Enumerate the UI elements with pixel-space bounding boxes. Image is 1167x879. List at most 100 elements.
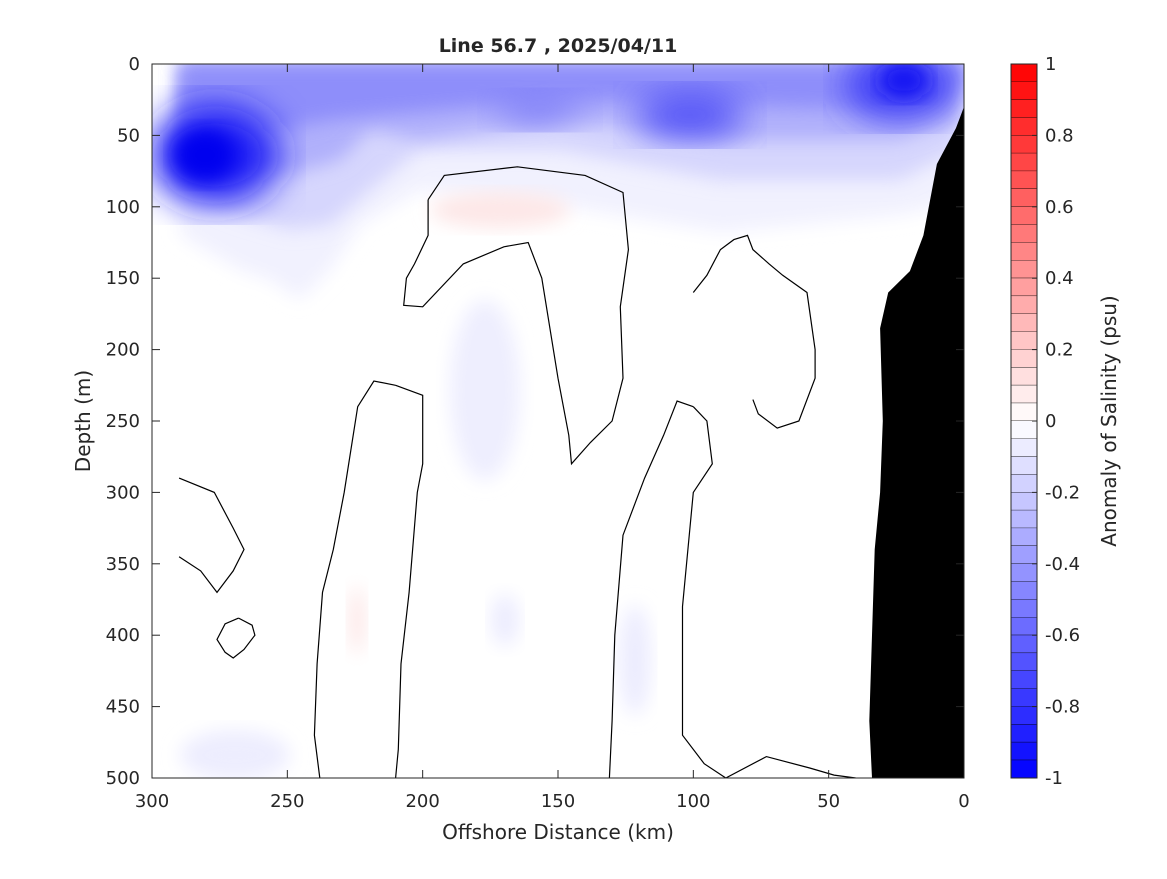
x-tick-label: 250 (270, 791, 304, 812)
zero-contours (178, 166, 856, 778)
colorbar-level (1011, 724, 1037, 743)
colorbar-level (1011, 385, 1037, 404)
colorbar-level (1011, 474, 1037, 493)
colorbar-level (1011, 224, 1037, 243)
colorbar-level (1011, 635, 1037, 654)
colorbar-tick-label: 0.2 (1045, 340, 1074, 361)
x-tick-label: 50 (817, 791, 840, 812)
y-tick-label: 300 (106, 482, 140, 503)
x-tick-label: 100 (676, 791, 710, 812)
colorbar-level (1011, 260, 1037, 279)
colorbar-level (1011, 528, 1037, 547)
colorbar-tick-label: 1 (1045, 54, 1056, 75)
zero-contour-7 (216, 617, 256, 659)
colorbar-label: Anomaly of Salinity (psu) (1097, 295, 1121, 546)
zero-contour-6 (178, 477, 245, 594)
colorbar-level (1011, 135, 1037, 154)
colorbar-level (1011, 296, 1037, 315)
fresh-layer-upper (180, 64, 964, 130)
chart-title: Line 56.7 , 2025/04/11 (439, 35, 678, 57)
zero-contour-0 (403, 166, 630, 466)
colorbar-tick-label: 0.4 (1045, 268, 1074, 289)
zero-contour-4 (608, 400, 694, 778)
x-tick-label: 150 (541, 791, 575, 812)
colorbar-level (1011, 278, 1037, 297)
y-tick-label: 350 (106, 554, 140, 575)
y-tick-label: 450 (106, 697, 140, 718)
y-tick-label: 400 (106, 625, 140, 646)
y-tick-label: 100 (106, 197, 140, 218)
colorbar-level (1011, 760, 1037, 779)
fresh-deep-patch-3 (619, 605, 651, 715)
colorbar-tick-label: 0.8 (1045, 125, 1074, 146)
colorbar-level (1011, 64, 1037, 83)
colorbar-level (1011, 99, 1037, 118)
fresh-core-offshore-inner (175, 129, 235, 181)
y-tick-label: 250 (106, 411, 140, 432)
colorbar-level (1011, 706, 1037, 725)
colorbar-tick-label: -1 (1045, 768, 1063, 789)
colorbar-level (1011, 242, 1037, 261)
salinity-field (152, 64, 964, 778)
colorbar-tick-label: -0.4 (1045, 554, 1080, 575)
colorbar-tick-label: -0.6 (1045, 625, 1080, 646)
fresh-deep-patch-4 (180, 730, 290, 778)
y-axis: 0 50 100 150 200 250 300 350 400 450 500 (106, 54, 964, 789)
fresh-deep-patch-1 (450, 300, 520, 480)
y-tick-label: 50 (117, 125, 140, 146)
zero-contour-2 (313, 380, 396, 778)
fresh-patch-center (495, 94, 585, 126)
colorbar-level (1011, 670, 1037, 690)
fresh-core-nearshore-inner (880, 64, 928, 98)
colorbar-level (1011, 171, 1037, 190)
colorbar-level (1011, 545, 1037, 565)
colorbar-tick-label: -0.2 (1045, 482, 1080, 503)
colorbar-level (1011, 313, 1037, 333)
colorbar-level (1011, 349, 1037, 368)
colorbar-level (1011, 153, 1037, 172)
colorbar-level (1011, 688, 1037, 707)
y-tick-label: 500 (106, 768, 140, 789)
x-tick-label: 300 (135, 791, 169, 812)
x-axis: 300 250 200 150 100 50 0 (135, 64, 970, 812)
salty-lens-deep (349, 586, 365, 654)
colorbar-level (1011, 438, 1037, 458)
y-tick-label: 150 (106, 268, 140, 289)
fresh-deep-patch-2 (491, 594, 519, 646)
colorbar-level (1011, 188, 1037, 208)
x-tick-label: 0 (958, 791, 969, 812)
colorbar: 1 0.8 0.6 0.4 0.2 0 -0.2 -0.4 -0.6 -0.8 -1 (1010, 54, 1080, 789)
zero-contour-3 (681, 406, 856, 778)
salty-lens (430, 192, 570, 228)
colorbar-tick-label: 0.6 (1045, 197, 1074, 218)
colorbar-level (1011, 599, 1037, 618)
land-mask (869, 106, 964, 778)
x-tick-label: 200 (405, 791, 439, 812)
colorbar-level (1011, 421, 1037, 440)
colorbar-level (1011, 617, 1037, 636)
zero-contour-5 (692, 234, 816, 429)
x-axis-label: Offshore Distance (km) (442, 820, 674, 844)
colorbar-level (1011, 456, 1037, 475)
colorbar-level (1011, 403, 1037, 422)
colorbar-level (1011, 117, 1037, 136)
zero-contour-1 (395, 384, 424, 778)
colorbar-level (1011, 81, 1037, 101)
colorbar-level (1011, 581, 1037, 600)
colorbar-level (1011, 331, 1037, 350)
colorbar-level (1011, 492, 1037, 511)
colorbar-tick-label: 0 (1045, 411, 1056, 432)
fresh-patch-mid (635, 91, 745, 139)
colorbar-level (1011, 510, 1037, 529)
y-axis-label: Depth (m) (71, 370, 95, 472)
colorbar-level (1011, 367, 1037, 386)
colorbar-level (1011, 742, 1037, 761)
colorbar-tick-label: -0.8 (1045, 697, 1080, 718)
y-tick-label: 0 (129, 54, 140, 75)
y-tick-label: 200 (106, 340, 140, 361)
colorbar-level (1011, 653, 1037, 672)
colorbar-level (1011, 206, 1037, 226)
colorbar-level (1011, 563, 1037, 583)
